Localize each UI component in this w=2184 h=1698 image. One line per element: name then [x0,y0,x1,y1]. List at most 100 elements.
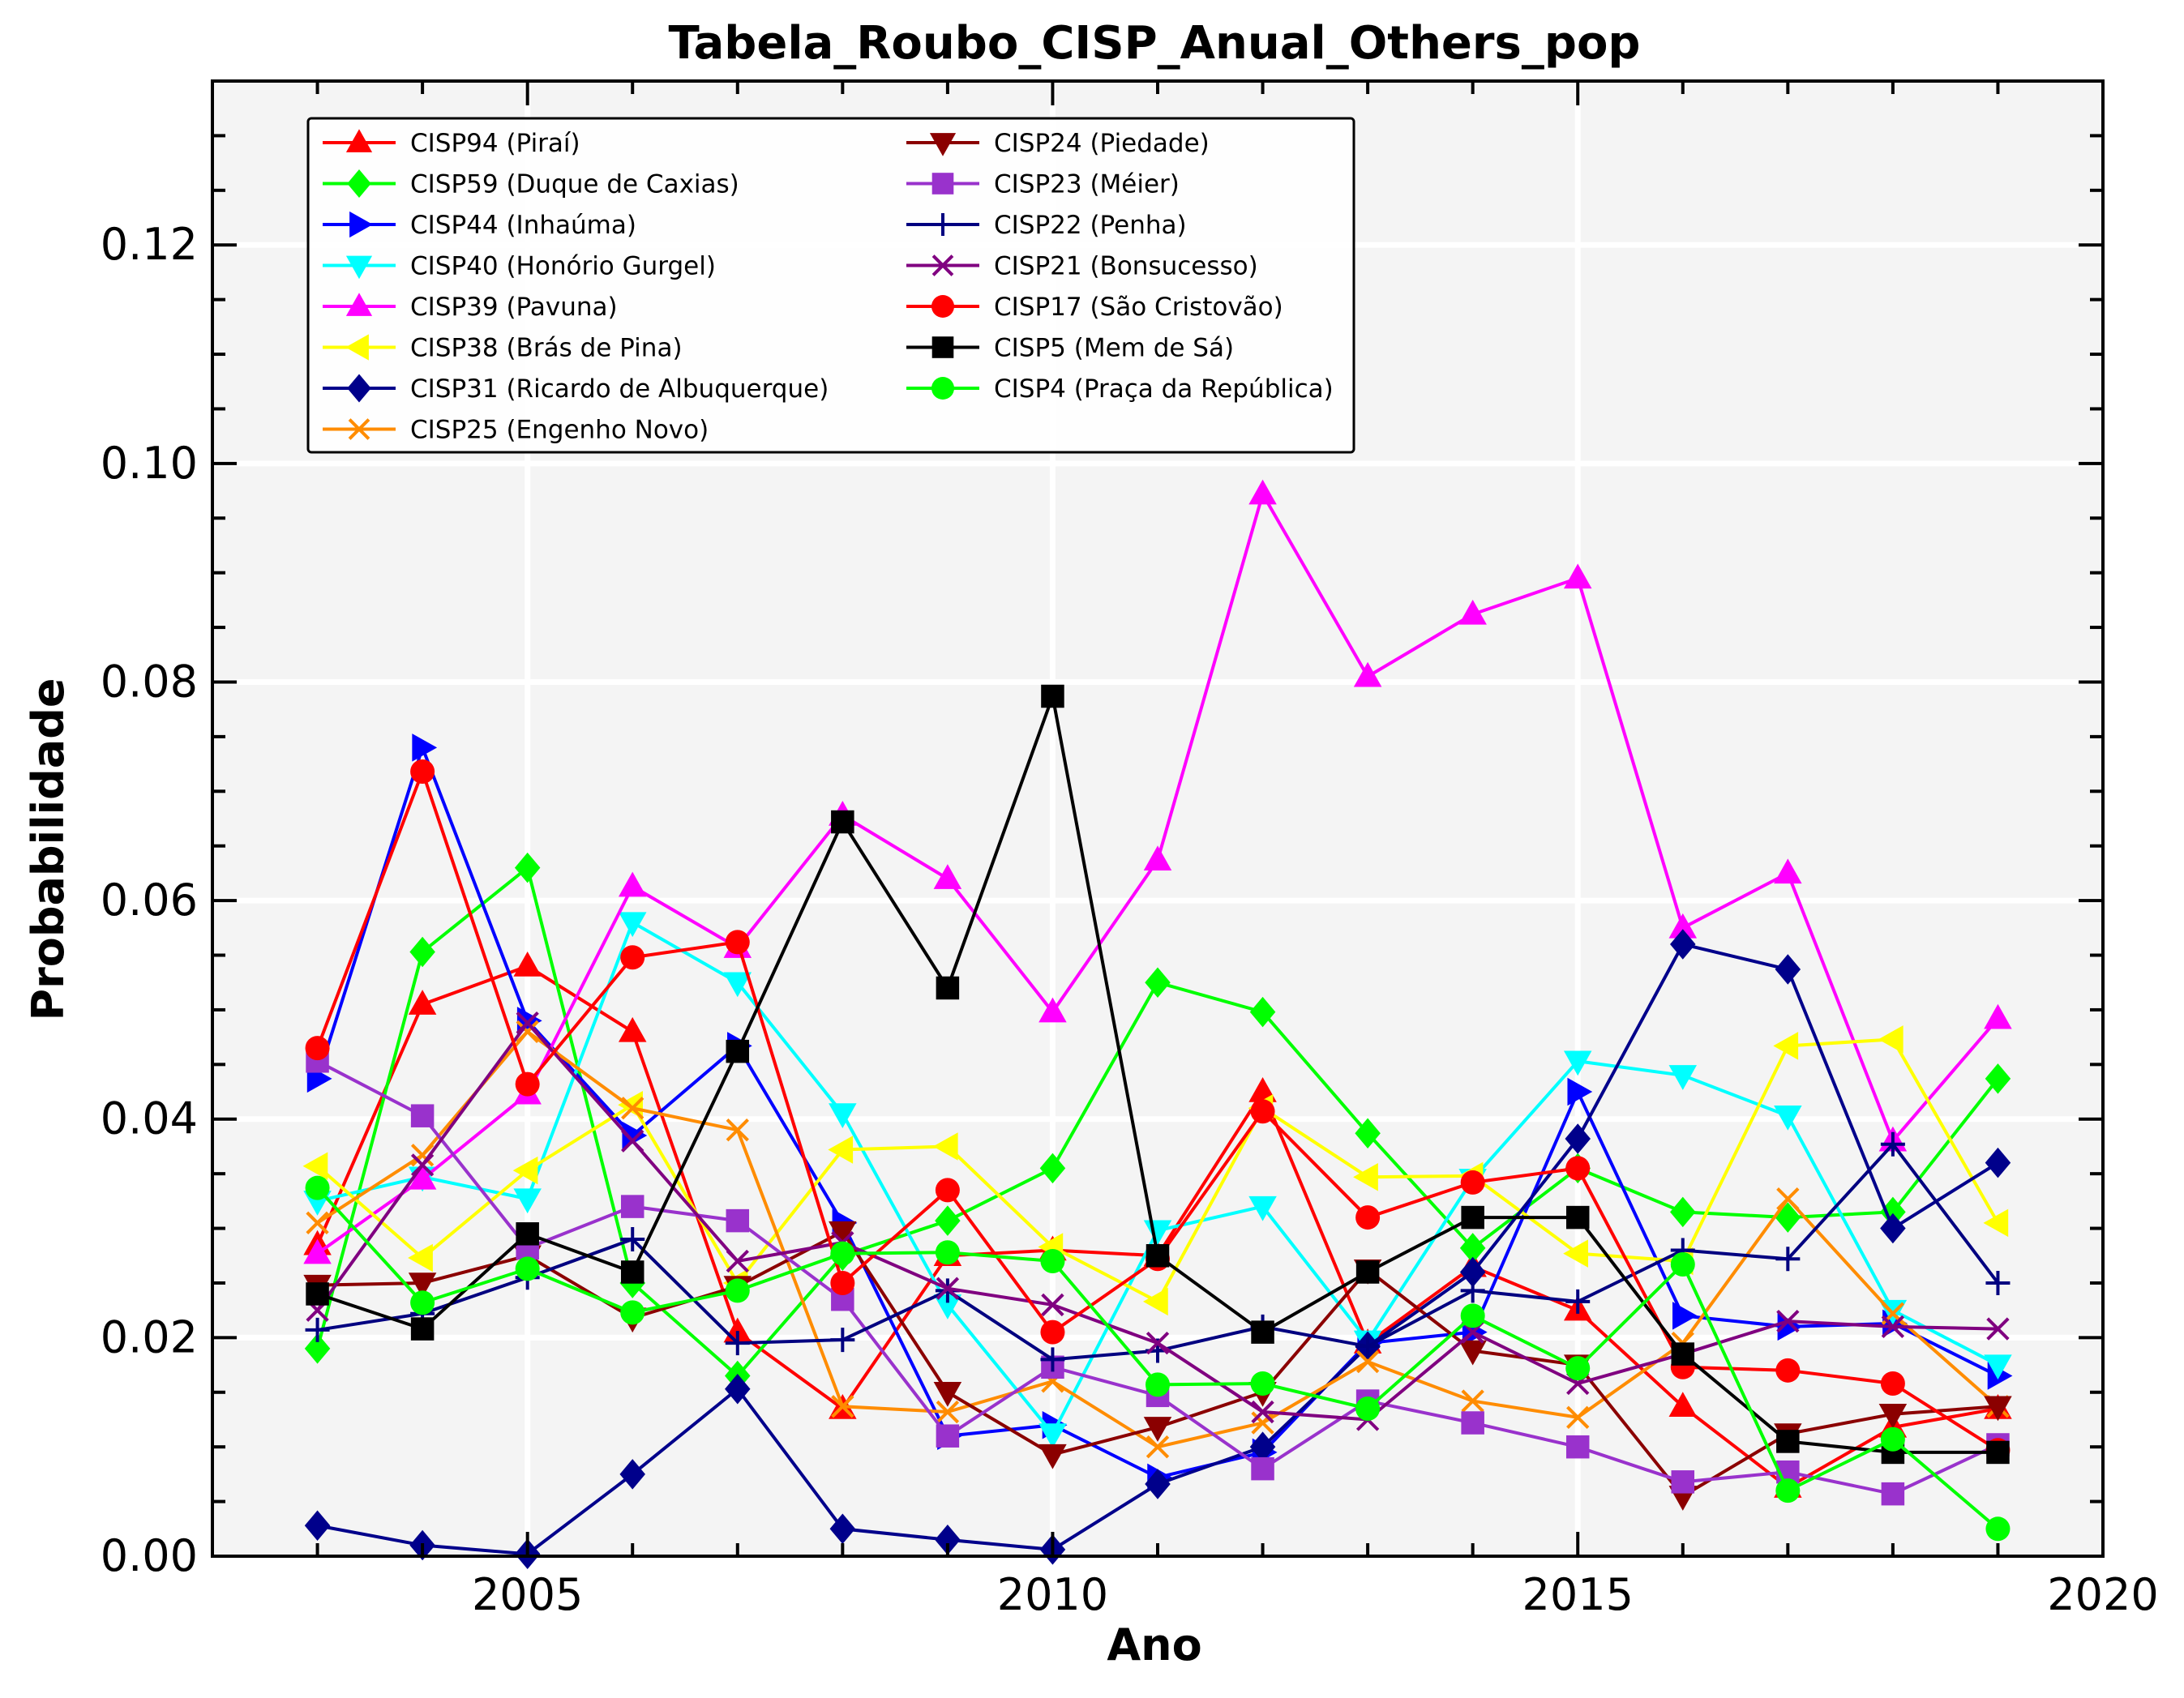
data-point [1251,1456,1274,1481]
data-point [1984,1354,2012,1380]
data-point [936,976,960,1000]
data-point [1355,1349,1380,1374]
legend-item: CISP31 (Ricardo de Albuquerque) [323,374,829,404]
data-point [410,759,435,785]
data-point [1563,563,1592,589]
data-point [726,1039,750,1063]
legend-box [306,117,1355,454]
data-point [726,1249,749,1273]
data-point [516,1222,539,1246]
x-tick-label: 2005 [472,1569,583,1620]
data-point [1672,1302,1698,1330]
legend-marker [931,173,954,195]
legend-item: CISP25 (Engenho Novo) [323,416,709,445]
legend-item: CISP4 (Praça da República) [906,374,1334,404]
data-point [620,1260,644,1284]
data-point [515,1256,540,1281]
legend-item: CISP23 (Méier) [906,170,1180,199]
data-point [1566,1405,1590,1429]
data-point [1038,1444,1067,1469]
y-tick-label: 0.08 [101,656,198,707]
data-point [622,1121,648,1150]
data-point [305,1175,330,1200]
data-point [1143,1287,1168,1316]
data-point [1248,1077,1277,1102]
data-point [1881,1315,1905,1339]
data-point [1670,1196,1696,1228]
data-point [1984,1396,2012,1422]
data-point [1251,1400,1274,1424]
data-point [1668,913,1698,939]
data-point [1460,1170,1485,1195]
data-point [1461,1411,1484,1435]
data-point [304,1333,331,1364]
legend-label: CISP22 (Penha) [994,211,1187,240]
data-point [1567,1077,1593,1106]
data-point [1459,1233,1486,1264]
data-point [619,1459,645,1490]
x-tick-label: 2010 [997,1569,1108,1620]
series-group [305,1175,2011,1542]
data-point [1355,1334,1381,1359]
data-point [1355,1396,1381,1421]
data-point [1565,1289,1591,1314]
data-point [1041,684,1064,708]
x-tick-label: 2015 [1522,1569,1634,1620]
data-point [831,1395,854,1418]
data-point [1040,1249,1065,1273]
data-point [1985,1270,2011,1295]
data-point [408,1272,437,1298]
data-point [1143,845,1172,870]
data-point [408,990,437,1015]
data-point [1355,1118,1381,1149]
data-point [830,1270,855,1295]
data-point [409,936,435,968]
data-point [514,852,541,883]
data-point [1248,479,1277,505]
data-point [516,1020,539,1044]
data-point [305,1317,330,1342]
legend-item: CISP24 (Piedade) [906,129,1210,158]
data-point [408,1243,433,1272]
data-point [726,1118,749,1142]
data-point [1880,1196,1906,1228]
y-tick-label: 0.12 [101,219,198,270]
data-point [1458,1340,1487,1366]
data-point [1143,1417,1172,1442]
legend-item: CISP5 (Mem de Sá) [906,334,1234,363]
data-point [1038,1423,1067,1449]
data-point [1461,1205,1484,1230]
data-point [306,1211,329,1234]
data-point [1986,1317,2010,1341]
series-layer [302,479,2013,1570]
legend-marker [931,254,954,276]
legend-label: CISP4 (Praça da República) [994,374,1334,404]
legend-marker [931,377,954,400]
tick-labels: 2005 2010 2015 2020 0.00 0.02 0.04 0.06 0.08 0.10… [101,219,2159,1620]
data-point [829,1221,857,1247]
legend-label: CISP17 (São Cristovão) [994,293,1283,322]
legend-item: CISP94 (Piraí) [323,129,580,158]
data-point [513,952,542,977]
data-point [512,1156,538,1185]
data-point [1563,1239,1588,1268]
data-point [1881,1482,1905,1506]
legend-label: CISP59 (Duque de Caxias) [410,170,739,199]
legend-item: CISP44 (Inhaúma) [323,211,636,240]
data-point [1146,1244,1170,1268]
data-point [410,1144,435,1167]
data-point [620,945,645,970]
legend-marker [345,334,369,361]
data-point [1984,1003,2012,1029]
data-point [1777,1312,1803,1341]
legend-marker [931,295,954,318]
legend-marker [931,336,954,358]
data-point [725,930,750,955]
data-point [1775,1358,1801,1383]
data-point [1249,996,1276,1028]
data-point [1983,1208,2009,1238]
data-point [513,1188,542,1214]
data-point [618,871,647,897]
data-point [1670,929,1696,960]
